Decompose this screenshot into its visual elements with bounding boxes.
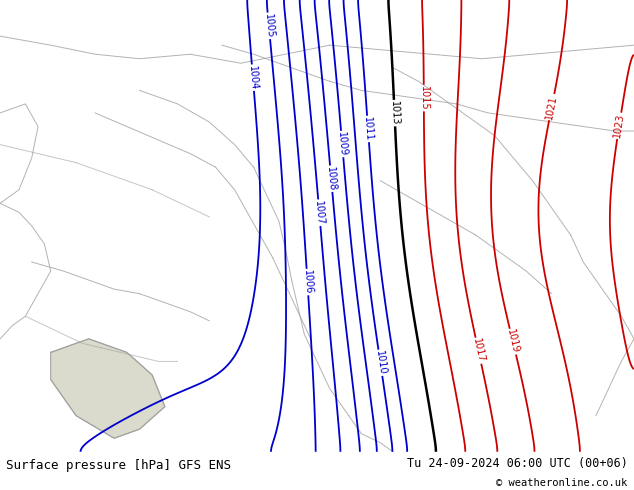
Text: 1015: 1015 [418,86,429,110]
Text: Surface pressure [hPa] GFS ENS: Surface pressure [hPa] GFS ENS [6,459,231,472]
Text: 1008: 1008 [325,166,337,192]
Text: 1005: 1005 [262,13,275,39]
Text: 1021: 1021 [545,94,559,120]
Text: 1017: 1017 [471,338,486,364]
Text: 1013: 1013 [389,100,400,125]
Text: 1019: 1019 [505,329,521,355]
Text: 1007: 1007 [313,200,325,225]
Polygon shape [51,339,165,438]
Text: 1009: 1009 [336,131,348,157]
Text: 1011: 1011 [362,117,374,142]
Text: Tu 24-09-2024 06:00 UTC (00+06): Tu 24-09-2024 06:00 UTC (00+06) [407,457,628,470]
Text: © weatheronline.co.uk: © weatheronline.co.uk [496,478,628,488]
Text: 1023: 1023 [612,113,626,139]
Text: 1004: 1004 [247,65,259,90]
Text: 1010: 1010 [373,350,387,376]
Text: 1006: 1006 [302,270,313,294]
